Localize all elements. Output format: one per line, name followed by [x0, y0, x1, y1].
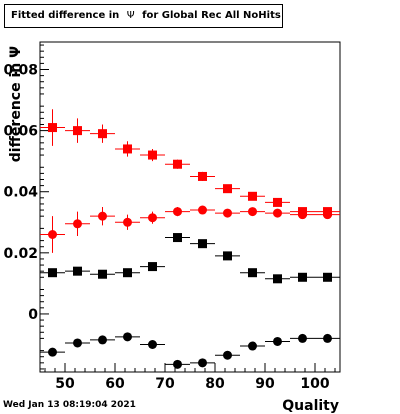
series-1 — [40, 205, 340, 253]
y-tick-label: 0.04 — [3, 185, 38, 201]
data-point-circle — [298, 333, 307, 343]
data-point-square — [148, 262, 157, 272]
data-point-circle — [98, 335, 107, 345]
data-point-square — [123, 268, 132, 278]
y-axis-title: difference in Ψ — [8, 46, 24, 162]
data-point-square — [148, 150, 157, 160]
data-point-circle — [273, 336, 282, 346]
data-point-square — [248, 268, 257, 278]
y-tick-label: 0 — [28, 307, 38, 323]
data-point-circle — [73, 219, 82, 229]
series-0 — [40, 109, 340, 217]
series-3 — [40, 332, 340, 369]
data-point-square — [273, 197, 282, 207]
title-prefix: Fitted difference in — [11, 10, 120, 21]
data-point-circle — [173, 207, 182, 217]
data-point-circle — [248, 207, 257, 217]
title-symbol: Ψ — [126, 10, 135, 21]
data-point-circle — [98, 211, 107, 221]
data-point-square — [298, 272, 307, 282]
x-tick-label: 60 — [105, 376, 125, 392]
y-tick-label: 0.06 — [3, 124, 38, 140]
data-point-square — [273, 274, 282, 284]
data-point-square — [73, 266, 82, 276]
x-tick-label: 70 — [155, 376, 175, 392]
data-point-square — [48, 268, 57, 278]
data-point-circle — [298, 210, 307, 220]
data-point-circle — [323, 333, 332, 343]
axis-ticks: 50 60 70 80 90 100 0 0.02 0.04 0.06 0.08 — [3, 44, 336, 392]
data-point-circle — [198, 358, 207, 368]
data-point-square — [223, 251, 232, 261]
data-point-circle — [173, 359, 182, 369]
x-tick-label: 90 — [255, 376, 275, 392]
data-point-square — [98, 129, 107, 139]
data-point-square — [198, 239, 207, 249]
chart-title: Fitted difference in Ψ for Global Rec Al… — [4, 4, 283, 28]
data-point-circle — [123, 332, 132, 342]
x-axis-title: Quality — [282, 398, 339, 414]
title-suffix: for Global Rec All NoHits — [142, 10, 281, 21]
data-point-square — [173, 233, 182, 243]
data-point-square — [98, 269, 107, 279]
data-point-square — [48, 123, 57, 133]
data-point-circle — [48, 347, 57, 357]
data-point-circle — [323, 210, 332, 220]
data-point-circle — [148, 340, 157, 349]
data-point-circle — [223, 350, 232, 360]
data-point-square — [223, 184, 232, 194]
data-point-square — [198, 171, 207, 181]
data-point-square — [73, 126, 82, 136]
timestamp: Wed Jan 13 08:19:04 2021 — [3, 400, 136, 410]
data-point-circle — [248, 341, 257, 351]
x-tick-label: 50 — [55, 376, 75, 392]
data-point-square — [248, 191, 257, 201]
data-point-circle — [48, 230, 57, 239]
y-tick-label: 0.02 — [3, 246, 38, 262]
data-point-square — [173, 159, 182, 169]
series-2 — [40, 233, 340, 284]
x-tick-label: 100 — [300, 376, 329, 392]
data-point-circle — [148, 213, 157, 223]
x-tick-label: 80 — [205, 376, 225, 392]
plot-frame — [39, 41, 341, 373]
data-point-circle — [123, 217, 132, 227]
data-point-square — [323, 272, 332, 282]
data-point-circle — [223, 208, 232, 218]
data-point-circle — [198, 205, 207, 215]
data-point-circle — [73, 338, 82, 348]
data-marks — [40, 109, 340, 369]
y-tick-label: 0.08 — [3, 63, 38, 79]
data-point-circle — [273, 208, 282, 218]
data-point-square — [123, 144, 132, 154]
